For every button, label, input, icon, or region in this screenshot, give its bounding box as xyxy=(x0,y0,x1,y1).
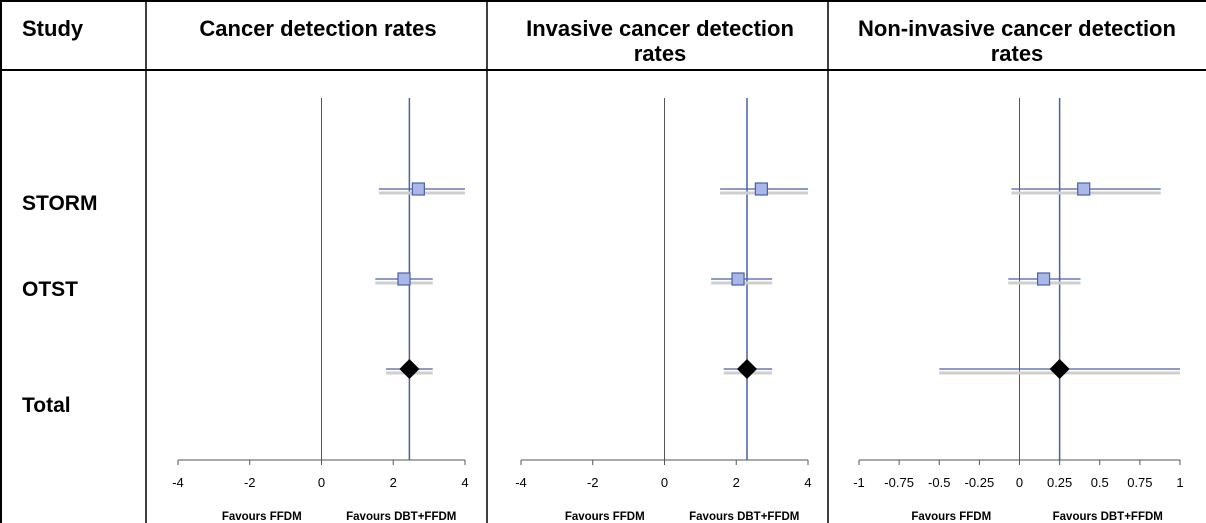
panel-title-line: rates xyxy=(991,41,1044,66)
x-tick-label: 0 xyxy=(318,475,325,490)
favours-left-label: Favours FFDM xyxy=(911,511,991,523)
panel-title-line: Invasive cancer detection xyxy=(526,16,794,41)
study-label-otst: OTST xyxy=(22,278,78,301)
x-tick-label: 1 xyxy=(1176,475,1183,490)
favours-left-label: Favours FFDM xyxy=(565,511,645,523)
estimate-marker-storm xyxy=(754,182,768,196)
x-tick-label: -4 xyxy=(515,475,527,490)
estimate-marker-storm xyxy=(1077,182,1091,196)
favours-right-label: Favours DBT+FFDM xyxy=(346,511,456,523)
estimate-marker-otst xyxy=(1036,272,1051,286)
x-tick-label: -0.5 xyxy=(928,475,950,490)
x-tick-label: -1 xyxy=(853,475,865,490)
x-tick-label: 0 xyxy=(1016,475,1023,490)
favours-right-label: Favours DBT+FFDM xyxy=(689,511,799,523)
estimate-marker-otst xyxy=(731,272,745,286)
favours-right-label: Favours DBT+FFDM xyxy=(1053,511,1163,523)
panel-title-line: rates xyxy=(634,41,687,66)
x-tick-label: 0.5 xyxy=(1091,475,1109,490)
x-tick-label: -0.25 xyxy=(965,475,995,490)
x-tick-label: 4 xyxy=(461,475,468,490)
x-tick-label: -0.75 xyxy=(884,475,914,490)
total-diamond-marker xyxy=(399,359,420,379)
panel-title-line: Cancer detection rates xyxy=(199,16,436,41)
x-tick-label: 0.25 xyxy=(1047,475,1072,490)
estimate-marker-otst xyxy=(397,272,411,286)
total-diamond-marker xyxy=(1049,359,1070,379)
x-tick-label: -4 xyxy=(172,475,184,490)
estimate-marker-storm xyxy=(411,182,425,196)
x-tick-label: 2 xyxy=(390,475,397,490)
study-column-header: Study xyxy=(22,16,84,41)
x-tick-label: 0 xyxy=(661,475,668,490)
x-tick-label: 0.75 xyxy=(1127,475,1152,490)
total-diamond-marker xyxy=(737,359,758,379)
x-tick-label: -2 xyxy=(244,475,256,490)
x-tick-label: 2 xyxy=(733,475,740,490)
x-tick-label: -2 xyxy=(587,475,599,490)
study-label-total: Total xyxy=(22,394,71,417)
study-label-storm: STORM xyxy=(22,192,97,215)
panel-title-line: Non-invasive cancer detection xyxy=(858,16,1176,41)
favours-left-label: Favours FFDM xyxy=(222,511,302,523)
panel-cancer-detection: Cancer detection rates -4 -2 0 2 4 Favours FFD… xyxy=(172,16,468,523)
x-tick-label: 4 xyxy=(804,475,811,490)
